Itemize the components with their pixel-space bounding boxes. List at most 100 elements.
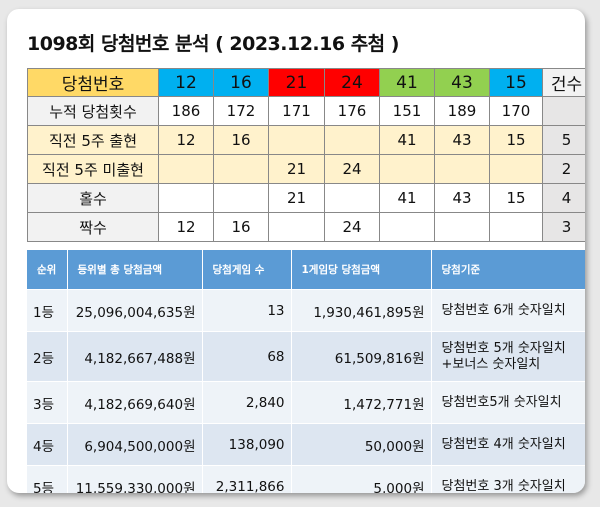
- winning-games-cell: 68: [202, 331, 292, 382]
- winning-number-ball: 15: [489, 68, 543, 97]
- not-appeared-last-5-weeks-row: 직전 5주 미출현 21 24 2: [27, 154, 585, 184]
- winning-games-cell: 138,090: [202, 423, 292, 466]
- table-cell: [158, 183, 214, 213]
- table-cell: 151: [379, 96, 435, 126]
- per-game-prize-cell: 61,509,816원: [291, 331, 432, 382]
- criteria-line: 당첨번호 5개 숫자일치: [441, 340, 566, 356]
- winning-number-ball: 24: [324, 68, 380, 97]
- per-game-prize-cell: 1,472,771원: [291, 381, 432, 424]
- rank-cell: 1등: [27, 289, 68, 332]
- criteria-cell: 당첨번호5개 숫자일치: [431, 381, 585, 424]
- per-game-prize-cell: 1,930,461,895원: [291, 289, 432, 332]
- winning-number-ball: 21: [268, 68, 325, 97]
- table-cell: [324, 125, 380, 155]
- table-cell: 186: [158, 96, 214, 126]
- column-header: 1게임당 당첨금액: [291, 250, 432, 290]
- table-cell: 16: [213, 125, 269, 155]
- prize-row-5th: 5등 11,559,330,000원 2,311,866 5,000원 당첨번호…: [27, 465, 585, 494]
- table-cell: [324, 183, 380, 213]
- row-label: 홀수: [27, 183, 159, 213]
- row-label: 직전 5주 미출현: [27, 154, 159, 184]
- prize-table: 순위 등위별 총 당첨금액 당첨게임 수 1게임당 당첨금액 당첨기준 1등 2…: [27, 250, 585, 493]
- winning-number-ball: 16: [213, 68, 269, 97]
- prize-header-row: 순위 등위별 총 당첨금액 당첨게임 수 1게임당 당첨금액 당첨기준: [27, 250, 585, 290]
- table-cell: 21: [268, 154, 325, 184]
- prize-row-3rd: 3등 4,182,669,640원 2,840 1,472,771원 당첨번호5…: [27, 381, 585, 424]
- table-cell: 15: [489, 183, 543, 213]
- table-cell: [434, 212, 490, 242]
- winning-number-ball: 12: [158, 68, 214, 97]
- table-cell: 170: [489, 96, 543, 126]
- winning-number-ball: 41: [379, 68, 435, 97]
- table-cell: 43: [434, 125, 490, 155]
- criteria-line: 당첨번호 6개 숫자일치: [441, 302, 566, 318]
- count-cell: [542, 96, 585, 126]
- prize-row-4th: 4등 6,904,500,000원 138,090 50,000원 당첨번호 4…: [27, 423, 585, 466]
- odd-numbers-row: 홀수 21 41 43 15 4: [27, 183, 585, 213]
- numbers-header-row: 당첨번호 12 16 21 24 41 43 15 건수: [27, 68, 585, 97]
- table-cell: [213, 183, 269, 213]
- table-cell: 24: [324, 154, 380, 184]
- table-cell: [268, 125, 325, 155]
- count-cell: 4: [542, 183, 585, 213]
- winning-games-cell: 2,840: [202, 381, 292, 424]
- row-label: 짝수: [27, 212, 159, 242]
- rank-cell: 4등: [27, 423, 68, 466]
- count-header: 건수: [542, 68, 585, 97]
- cumulative-wins-row: 누적 당첨횟수 186 172 171 176 151 189 170: [27, 96, 585, 126]
- count-cell: 2: [542, 154, 585, 184]
- table-cell: 41: [379, 183, 435, 213]
- table-cell: 189: [434, 96, 490, 126]
- table-cell: [379, 154, 435, 184]
- criteria-line: +보너스 숫자일치: [441, 356, 541, 372]
- table-cell: [434, 154, 490, 184]
- even-numbers-row: 짝수 12 16 24 3: [27, 212, 585, 242]
- winning-numbers-table: 당첨번호 12 16 21 24 41 43 15 건수 누적 당첨횟수 186…: [27, 68, 585, 242]
- total-prize-cell: 4,182,667,488원: [67, 331, 203, 382]
- row-label: 직전 5주 출현: [27, 125, 159, 155]
- table-cell: [379, 212, 435, 242]
- table-cell: [158, 154, 214, 184]
- winning-number-ball: 43: [434, 68, 490, 97]
- table-cell: [213, 154, 269, 184]
- table-cell: 176: [324, 96, 380, 126]
- rank-cell: 3등: [27, 381, 68, 424]
- criteria-line: 당첨번호 4개 숫자일치: [441, 436, 566, 452]
- winning-games-cell: 13: [202, 289, 292, 332]
- criteria-cell: 당첨번호 5개 숫자일치 +보너스 숫자일치: [431, 331, 585, 382]
- count-cell: 5: [542, 125, 585, 155]
- criteria-cell: 당첨번호 4개 숫자일치: [431, 423, 585, 466]
- row-label: 누적 당첨횟수: [27, 96, 159, 126]
- column-header: 당첨기준: [431, 250, 585, 290]
- table-cell: 21: [268, 183, 325, 213]
- criteria-line: 당첨번호 3개 숫자일치: [441, 478, 566, 494]
- prize-row-2nd: 2등 4,182,667,488원 68 61,509,816원 당첨번호 5개…: [27, 331, 585, 382]
- winning-numbers-label: 당첨번호: [27, 68, 159, 97]
- criteria-cell: 당첨번호 6개 숫자일치: [431, 289, 585, 332]
- total-prize-cell: 11,559,330,000원: [67, 465, 203, 493]
- table-cell: 15: [489, 125, 543, 155]
- column-header: 순위: [27, 250, 68, 290]
- column-header: 당첨게임 수: [202, 250, 292, 290]
- table-cell: [489, 154, 543, 184]
- table-cell: 43: [434, 183, 490, 213]
- table-cell: [489, 212, 543, 242]
- count-cell: 3: [542, 212, 585, 242]
- analysis-card: 1098회 당첨번호 분석 ( 2023.12.16 추첨 ) 당첨번호 12 …: [7, 9, 585, 493]
- rank-cell: 2등: [27, 331, 68, 382]
- per-game-prize-cell: 50,000원: [291, 423, 432, 466]
- table-cell: 12: [158, 125, 214, 155]
- total-prize-cell: 4,182,669,640원: [67, 381, 203, 424]
- table-cell: [268, 212, 325, 242]
- rank-cell: 5등: [27, 465, 68, 493]
- page-title: 1098회 당첨번호 분석 ( 2023.12.16 추첨 ): [27, 33, 399, 55]
- table-cell: 171: [268, 96, 325, 126]
- per-game-prize-cell: 5,000원: [291, 465, 432, 493]
- winning-games-cell: 2,311,866: [202, 465, 292, 493]
- criteria-cell: 당첨번호 3개 숫자일치: [431, 465, 585, 494]
- criteria-line: 당첨번호5개 숫자일치: [441, 394, 562, 410]
- table-cell: 24: [324, 212, 380, 242]
- table-cell: 41: [379, 125, 435, 155]
- table-cell: 16: [213, 212, 269, 242]
- total-prize-cell: 25,096,004,635원: [67, 289, 203, 332]
